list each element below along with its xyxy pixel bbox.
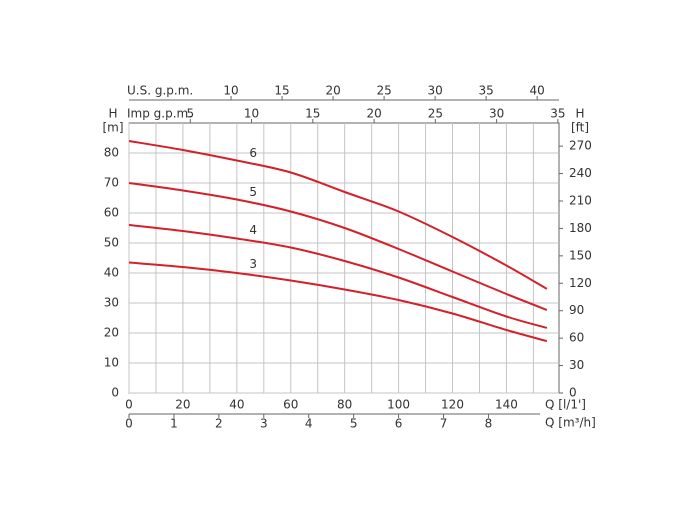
y-tick-label: 50 [104,236,119,250]
x2-tick-label: 2 [215,417,223,431]
x2-tick-label: 3 [260,417,268,431]
x4-tick-label: 20 [366,107,381,121]
y-tick-label: 30 [104,296,119,310]
x2-tick-label: 0 [125,417,133,431]
x2-tick-label: 1 [170,417,178,431]
y2-label: H [575,107,584,121]
x2-tick-label: 7 [440,417,448,431]
x3-tick-label: 30 [427,84,442,98]
series-label: 3 [249,257,257,271]
x-tick-label: 60 [283,398,298,412]
y-tick-label: 40 [104,266,119,280]
x4-tick-label: 30 [489,107,504,121]
y-label: H [108,107,117,121]
y2-tick-label: 150 [569,248,592,262]
imp-gpm-label: Imp g.p.m. [127,107,192,121]
x-tick-label: 40 [229,398,244,412]
x2-tick-label: 5 [350,417,358,431]
x4-tick-label: 35 [550,107,565,121]
series-label: 4 [249,223,257,237]
y2-tick-label: 90 [569,303,584,317]
y2-tick-label: 180 [569,221,592,235]
x-tick-label: 20 [175,398,190,412]
x3-tick-label: 20 [325,84,340,98]
x-tick-label: 120 [441,398,464,412]
y2-unit: [ft] [571,121,589,135]
y-tick-label: 0 [111,386,119,400]
y-tick-label: 10 [104,356,119,370]
x4-tick-label: 25 [428,107,443,121]
curve [128,140,548,290]
y2-tick-label: 30 [569,358,584,372]
x3-tick-label: 25 [376,84,391,98]
x-tick-label: 100 [387,398,410,412]
y2-tick-label: 60 [569,331,584,345]
y-tick-label: 60 [104,206,119,220]
x4-tick-label: 15 [305,107,320,121]
x4-tick-label: 10 [244,107,259,121]
y-tick-label: 80 [104,146,119,160]
x-tick-label: 80 [337,398,352,412]
series-label: 6 [249,146,257,160]
x2-tick-label: 8 [485,417,493,431]
x3-tick-label: 40 [530,84,545,98]
y-tick-label: 70 [104,176,119,190]
y-unit: [m] [102,121,123,135]
us-gpm-label: U.S. g.p.m. [127,84,193,98]
x-label: Q [l/1'] [545,398,586,412]
x2-tick-label: 4 [305,417,313,431]
x-tick-label: 0 [125,398,133,412]
x2-label: Q [m³/h] [545,416,596,430]
y2-tick-label: 210 [569,193,592,207]
y2-tick-label: 240 [569,166,592,180]
x2-tick-label: 6 [395,417,403,431]
y2-tick-label: 0 [569,386,577,400]
y2-tick-label: 120 [569,276,592,290]
curve [128,261,548,343]
y-tick-label: 20 [104,326,119,340]
x3-tick-label: 35 [479,84,494,98]
x-tick-label: 140 [495,398,518,412]
y2-tick-label: 270 [569,139,592,153]
curve [128,224,548,329]
x4-tick-label: 5 [186,107,194,121]
curve [128,182,548,311]
x3-tick-label: 15 [274,84,289,98]
x3-tick-label: 10 [223,84,238,98]
series-label: 5 [249,185,257,199]
